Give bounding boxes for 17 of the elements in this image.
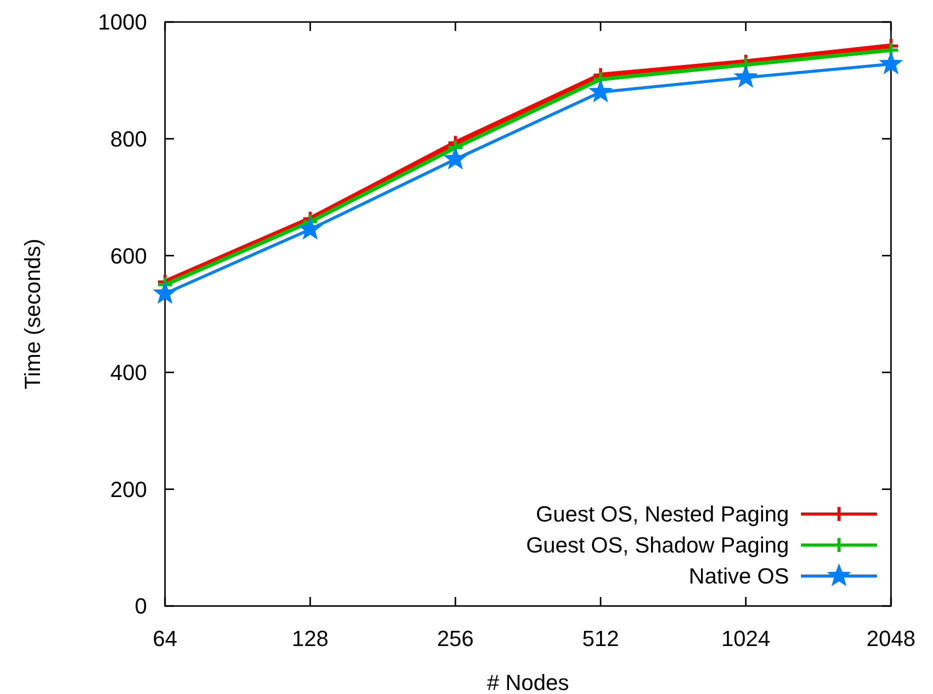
x-tick-label: 1024 — [721, 626, 770, 651]
x-tick-label: 512 — [582, 626, 619, 651]
x-axis-title: # Nodes — [487, 670, 569, 694]
x-tick-label: 256 — [437, 626, 474, 651]
x-tick-label: 2048 — [866, 626, 916, 651]
y-tick-label: 600 — [110, 243, 147, 268]
legend-label: Guest OS, Nested Paging — [536, 502, 789, 527]
x-tick-label: 64 — [152, 626, 178, 651]
y-tick-label: 200 — [110, 476, 147, 502]
y-tick-label: 0 — [134, 594, 147, 619]
y-tick-label: 1000 — [98, 10, 147, 35]
y-tick-label: 800 — [110, 126, 147, 152]
legend-label: Guest OS, Shadow Paging — [526, 532, 789, 558]
x-tick-label: 128 — [292, 626, 329, 651]
legend-label: Native OS — [688, 564, 789, 589]
y-tick-label: 400 — [110, 360, 147, 386]
y-axis-title: Time (seconds) — [20, 238, 45, 390]
